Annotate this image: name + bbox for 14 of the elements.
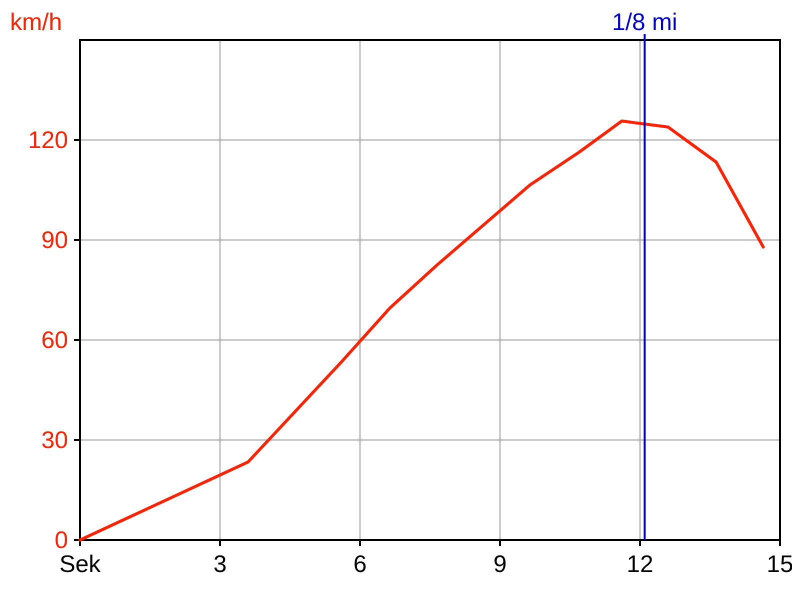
- y-tick-label: 120: [28, 127, 68, 154]
- x-tick-label: 12: [626, 551, 654, 578]
- x-tick-label: 9: [493, 551, 507, 578]
- y-tick-label: 30: [41, 427, 68, 454]
- x-tick-label: 3: [213, 551, 227, 578]
- y-tick-label: 0: [54, 527, 68, 554]
- x-tick-label: 15: [766, 551, 794, 578]
- x-tick-label: 6: [353, 551, 367, 578]
- y-axis-title: km/h: [10, 9, 62, 36]
- line-series: [78, 120, 765, 542]
- y-tick-label: 90: [41, 227, 68, 254]
- ref-line-label: 1/8 mi: [612, 9, 678, 36]
- x-tick-label: Sek: [59, 551, 102, 578]
- y-tick-label: 60: [41, 327, 68, 354]
